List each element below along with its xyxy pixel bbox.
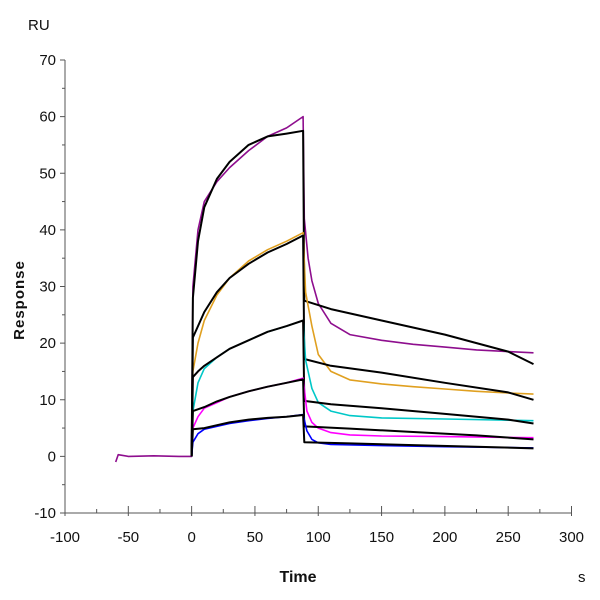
measured-curve-0 (114, 115, 534, 463)
x-tick-label: 300 (559, 529, 584, 546)
x-tick-label: 100 (306, 529, 331, 546)
x-axis-title: Time (279, 569, 316, 586)
x-tick-label: 150 (369, 529, 394, 546)
x-tick-label: -100 (50, 529, 80, 546)
x-tick-label: 50 (247, 529, 264, 546)
y-tick-label: 30 (39, 279, 56, 296)
fit-curve-3 (190, 234, 534, 457)
y-axis-title: Response (11, 260, 28, 340)
fit-curve-5 (190, 319, 534, 457)
fit-curve-1 (190, 129, 534, 457)
x-tick-label: 250 (496, 529, 521, 546)
curves (114, 115, 534, 463)
y-tick-label: 60 (39, 109, 56, 126)
y-tick-label: 40 (39, 222, 56, 239)
y-tick-label: 70 (39, 52, 56, 69)
x-tick-label: -50 (117, 529, 139, 546)
measured-curve-2 (190, 231, 534, 457)
y-unit-label: RU (28, 17, 50, 34)
x-unit-label: s (578, 569, 586, 586)
x-tick-label: 200 (432, 529, 457, 546)
y-tick-label: 10 (39, 392, 56, 409)
y-tick-label: 20 (39, 335, 56, 352)
x-tick-label: 0 (187, 529, 195, 546)
fit-curve-7 (190, 378, 534, 457)
fit-curve-9 (190, 414, 534, 457)
y-tick-label: 0 (48, 448, 56, 465)
y-tick-label: -10 (34, 505, 56, 522)
y-tick-label: 50 (39, 165, 56, 182)
